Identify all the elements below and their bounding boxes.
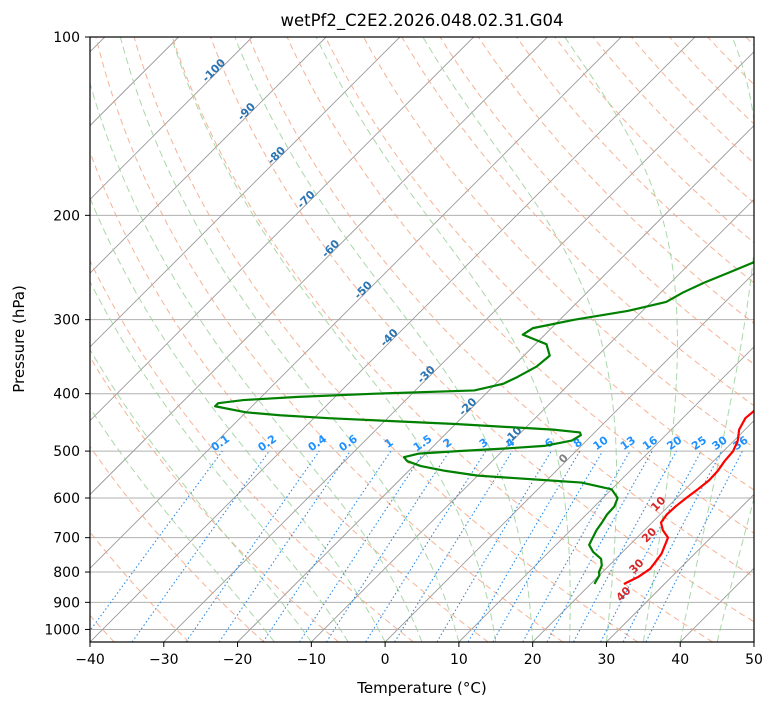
isotherm-line: [90, 37, 327, 274]
dry-adiabat-line: [90, 445, 265, 642]
plot-frame: [89, 36, 755, 643]
dry-adiabat-line: [286, 37, 754, 534]
mixing-ratio-line: [645, 450, 743, 642]
chart-title: wetPf2_C2E2.2026.048.02.31.G04: [280, 11, 563, 31]
x-tick-label: 0: [381, 652, 390, 668]
isotherm-line: [90, 37, 474, 422]
y-tick-label: 100: [53, 30, 80, 46]
x-tick-label: −40: [75, 652, 105, 668]
moist-adiabat-line: [90, 407, 275, 642]
moist-adiabat-line: [315, 37, 571, 642]
isotherm-line: [90, 37, 253, 200]
mixing-ratio-line: [262, 450, 392, 642]
isotherm-line: [163, 51, 754, 642]
temperature-profile-line: [623, 409, 754, 585]
x-tick-label: 50: [745, 652, 763, 668]
y-tick-label: 400: [53, 387, 80, 403]
mixing-ratio-line: [131, 450, 270, 642]
background-lines-layer: [90, 37, 754, 642]
isotherm-line: [90, 37, 696, 642]
x-tick-label: 40: [671, 652, 689, 668]
moist-adiabat-line: [90, 280, 349, 642]
x-tick-label: 20: [524, 652, 542, 668]
y-tick-label: 300: [53, 313, 80, 329]
mixing-ratio-line: [185, 450, 320, 642]
dry-adiabat-line: [477, 37, 754, 324]
moist-adiabat-line: [90, 348, 312, 642]
isotherm-line: [458, 346, 754, 642]
mixing-ratio-line: [573, 450, 677, 642]
isotherm-line: [90, 37, 622, 569]
x-axis-label: Temperature (°C): [356, 679, 486, 697]
dry-adiabat-line: [210, 37, 754, 623]
moist-adiabat-line: [679, 37, 754, 642]
mixing-ratio-line: [218, 450, 351, 642]
mixing-ratio-line: [90, 450, 223, 632]
y-axis-label: Pressure (hPa): [10, 285, 28, 393]
dry-adiabat-line: [248, 37, 754, 578]
mixing-ratio-line: [325, 450, 450, 642]
moist-adiabat-line: [119, 37, 460, 642]
isotherm-line: [311, 198, 754, 642]
axis-layer: −40 −30 −20 −10 0 10 20 30 40 50 100 200 300 400 500 60…: [44, 30, 763, 668]
y-tick-label: 700: [53, 531, 80, 547]
y-tick-label: 800: [53, 565, 80, 581]
moist-adiabat-line: [90, 81, 423, 642]
dry-adiabat-line: [516, 37, 754, 284]
x-tick-label: −20: [223, 652, 253, 668]
x-tick-label: −10: [297, 652, 327, 668]
moist-adiabat-line: [422, 37, 618, 642]
isotherm-line: [532, 420, 754, 642]
mixing-ratio-line: [546, 450, 653, 642]
isotherm-line: [237, 124, 754, 642]
y-tick-label: 200: [53, 208, 80, 224]
moist-adiabat-line: [90, 196, 386, 642]
dry-adiabat-line: [90, 259, 414, 642]
moist-adiabat-line: [234, 37, 534, 642]
isotherm-line: [384, 272, 754, 642]
x-tick-label: 10: [450, 652, 468, 668]
y-tick-label: 900: [53, 595, 80, 611]
y-tick-label: 1000: [44, 622, 80, 638]
dry-adiabat-line: [133, 37, 639, 642]
dry-adiabat-line: [324, 37, 754, 491]
mixing-ratio-line: [299, 450, 426, 642]
dry-adiabat-line: [90, 356, 339, 642]
isotherm-line: [90, 37, 548, 496]
mixing-ratio-line: [522, 450, 631, 642]
y-tick-label: 600: [53, 491, 80, 507]
profile-series-layer: [213, 260, 754, 585]
y-tick-label: 500: [53, 444, 80, 460]
dewpoint-profile-line: [213, 260, 754, 585]
dry-adiabat-line: [171, 37, 713, 642]
x-tick-label: −30: [149, 652, 179, 668]
x-tick-label: 30: [598, 652, 616, 668]
moist-adiabat-line: [564, 37, 678, 642]
isotherm-line: [606, 493, 754, 642]
mixing-ratio-line: [394, 450, 513, 642]
dry-adiabat-line: [95, 37, 564, 642]
